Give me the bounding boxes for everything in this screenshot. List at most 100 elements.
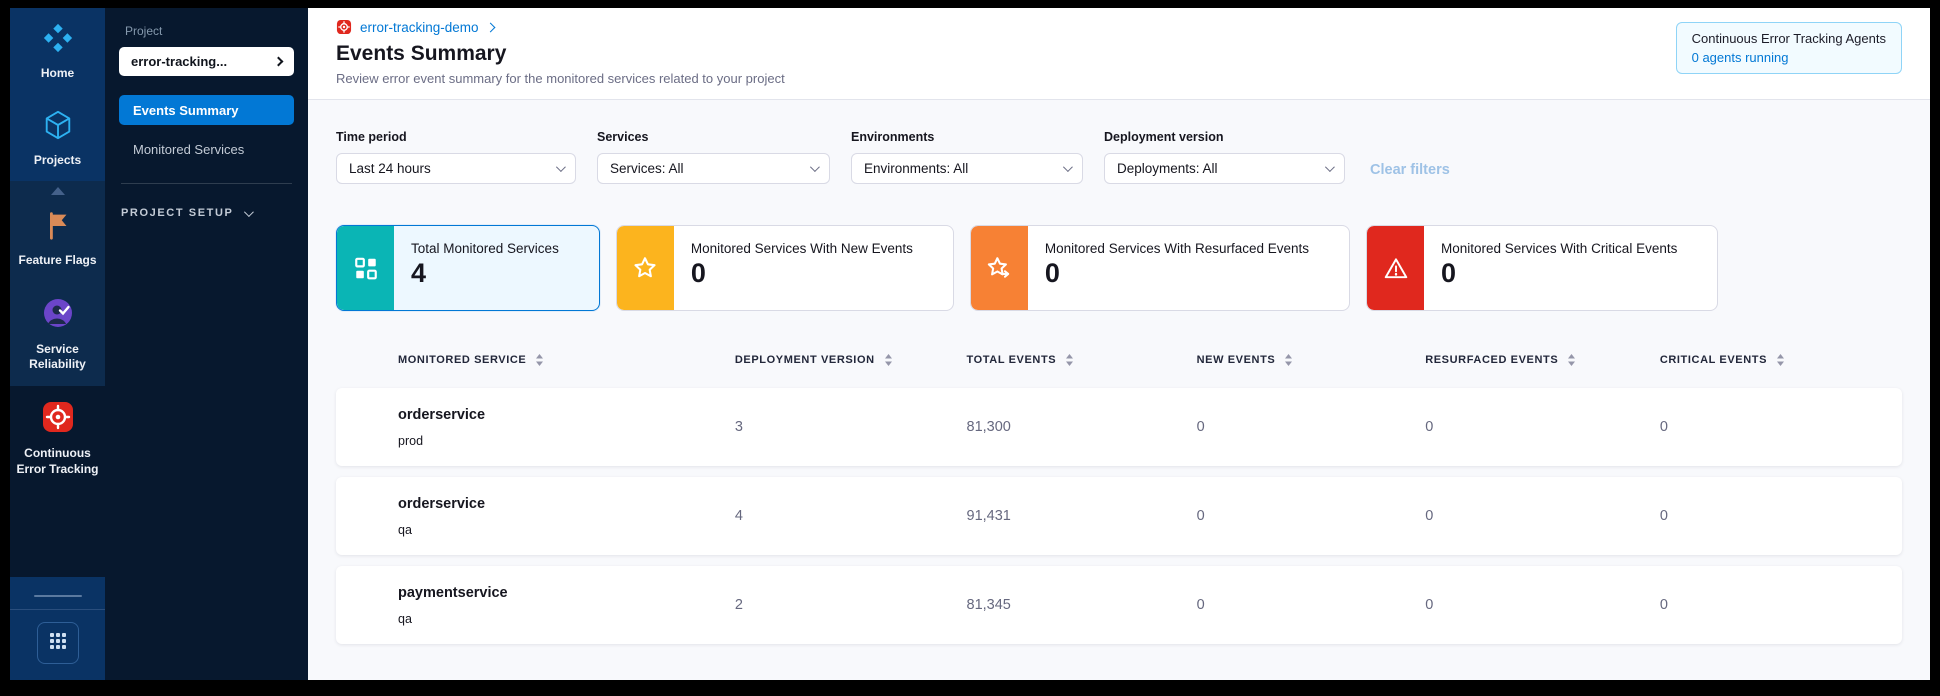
feature-flags-icon (42, 209, 74, 246)
page-title: Events Summary (336, 42, 507, 65)
card-label: Monitored Services With Resurfaced Event… (1044, 241, 1310, 256)
filter-label-deployment-version: Deployment version (1104, 130, 1224, 144)
sidebar-item-label: Home (40, 66, 75, 80)
card-label: Monitored Services With Critical Events (1441, 241, 1678, 256)
chevron-right-icon (485, 22, 495, 32)
critical-events-value: 0 (1659, 597, 1668, 613)
sidebar-item-service-reliability[interactable]: Service Reliability (10, 282, 105, 386)
module-switcher-button[interactable] (36, 622, 79, 664)
agents-status-box[interactable]: Continuous Error Tracking Agents 0 agent… (1675, 22, 1902, 74)
service-environment: qa (398, 522, 412, 537)
new-events-value: 0 (1196, 508, 1205, 524)
divider (10, 609, 105, 610)
nav-item-monitored-services[interactable]: Monitored Services (119, 134, 294, 164)
services-value: Services: All (610, 161, 684, 176)
table-row[interactable]: orderservice prod 3 81,300 0 0 0 (336, 388, 1902, 466)
deployments-select[interactable]: Deployments: All (1104, 153, 1345, 184)
card-value: 0 (1441, 258, 1457, 288)
column-header-total-events[interactable]: TOTAL EVENTS (967, 353, 1197, 367)
table-header-row: MONITORED SERVICE DEPLOYMENT VERSION TOT… (336, 353, 1902, 367)
project-setup-toggle[interactable]: PROJECT SETUP (119, 206, 294, 219)
sort-icon[interactable] (884, 353, 893, 367)
sidebar-item-label: Service Reliability (29, 341, 86, 372)
column-header-critical-events[interactable]: CRITICAL EVENTS (1660, 353, 1902, 367)
new-events-value: 0 (1196, 597, 1205, 613)
nav-item-events-summary[interactable]: Events Summary (119, 95, 294, 125)
sort-icon[interactable] (1776, 353, 1785, 367)
total-events-value: 91,431 (966, 508, 1011, 524)
time-period-value: Last 24 hours (349, 161, 431, 176)
column-header-new-events[interactable]: NEW EVENTS (1197, 353, 1426, 367)
sort-icon[interactable] (1284, 353, 1293, 367)
time-period-select[interactable]: Last 24 hours (336, 153, 576, 184)
filter-label-time-period: Time period (336, 130, 407, 144)
chevron-down-icon (1062, 162, 1073, 173)
module-sidebar: Home Projects Feature Flags Se (10, 8, 105, 680)
card-resurfaced-events[interactable]: Monitored Services With Resurfaced Event… (969, 225, 1351, 311)
error-tracking-icon (41, 400, 75, 439)
table-row[interactable]: orderservice qa 4 91,431 0 0 0 (336, 477, 1902, 555)
sort-icon[interactable] (1065, 353, 1074, 367)
deployment-version-value: 3 (734, 419, 743, 435)
app-window: Home Projects Feature Flags Se (10, 8, 1930, 680)
star-icon (616, 226, 674, 310)
events-table: MONITORED SERVICE DEPLOYMENT VERSION TOT… (308, 311, 1930, 680)
total-events-value: 81,345 (966, 597, 1011, 613)
breadcrumb-project-link[interactable]: error-tracking-demo (360, 19, 479, 35)
sidebar-item-continuous-error-tracking[interactable]: Continuous Error Tracking (10, 386, 105, 490)
agents-box-title: Continuous Error Tracking Agents (1691, 31, 1886, 46)
chevron-down-icon (555, 162, 566, 173)
service-reliability-icon (41, 296, 75, 335)
column-label: NEW EVENTS (1196, 354, 1276, 366)
sidebar-item-label: Continuous Error Tracking (16, 445, 99, 476)
sort-icon[interactable] (1567, 353, 1576, 367)
sidebar-item-feature-flags[interactable]: Feature Flags (10, 195, 105, 282)
page-subtitle: Review error event summary for the monit… (336, 71, 785, 86)
column-header-monitored-service[interactable]: MONITORED SERVICE (398, 353, 735, 367)
sidebar-item-projects[interactable]: Projects (10, 95, 105, 182)
column-label: MONITORED SERVICE (398, 354, 527, 366)
service-name: orderservice (398, 406, 486, 423)
services-select[interactable]: Services: All (597, 153, 830, 184)
project-selector-value: error-tracking... (131, 54, 228, 69)
total-events-value: 81,300 (966, 419, 1011, 435)
column-label: TOTAL EVENTS (966, 354, 1057, 366)
filter-label-services: Services (597, 130, 649, 144)
sort-icon[interactable] (535, 353, 544, 367)
service-environment: qa (398, 611, 412, 626)
project-selector[interactable]: error-tracking... (119, 47, 294, 76)
sidebar-collapse-chevron[interactable] (10, 181, 105, 196)
chevron-down-icon (809, 162, 820, 173)
card-label: Monitored Services With New Events (690, 241, 913, 256)
chevron-down-icon (1324, 162, 1335, 173)
project-label: Project (125, 24, 163, 38)
resurfaced-events-value: 0 (1425, 419, 1434, 435)
sidebar-item-label: Feature Flags (18, 253, 97, 268)
sidebar-resize-handle[interactable] (33, 595, 82, 597)
filter-label-environments: Environments (851, 130, 935, 144)
chevron-right-icon (273, 56, 284, 67)
card-critical-events[interactable]: Monitored Services With Critical Events … (1366, 225, 1719, 311)
sidebar-item-home[interactable]: Home (10, 8, 105, 95)
card-total-monitored-services[interactable]: Total Monitored Services 4 (336, 225, 600, 311)
card-new-events[interactable]: Monitored Services With New Events 0 (615, 225, 954, 311)
column-header-resurfaced-events[interactable]: RESURFACED EVENTS (1425, 353, 1660, 367)
sidebar-spacer (10, 490, 105, 577)
grid-icon (49, 632, 67, 655)
page-header: error-tracking-demo Events Summary Revie… (308, 8, 1930, 100)
star-refresh-icon (970, 226, 1028, 310)
agents-running-link[interactable]: 0 agents running (1691, 50, 1789, 65)
deployment-version-value: 2 (734, 597, 743, 613)
card-value: 0 (1044, 258, 1060, 288)
table-row[interactable]: paymentservice qa 2 81,345 0 0 0 (336, 566, 1902, 644)
home-icon (42, 22, 74, 59)
column-label: RESURFACED EVENTS (1425, 354, 1559, 366)
card-value: 4 (411, 258, 427, 288)
column-label: CRITICAL EVENTS (1659, 354, 1768, 366)
breadcrumb: error-tracking-demo (336, 19, 785, 35)
chevron-up-icon (50, 187, 65, 196)
environments-select[interactable]: Environments: All (851, 153, 1083, 184)
column-header-deployment-version[interactable]: DEPLOYMENT VERSION (735, 353, 967, 367)
clear-filters-button[interactable]: Clear filters (1370, 162, 1450, 178)
filter-bar: Time period Last 24 hours Services Servi… (308, 100, 1930, 184)
